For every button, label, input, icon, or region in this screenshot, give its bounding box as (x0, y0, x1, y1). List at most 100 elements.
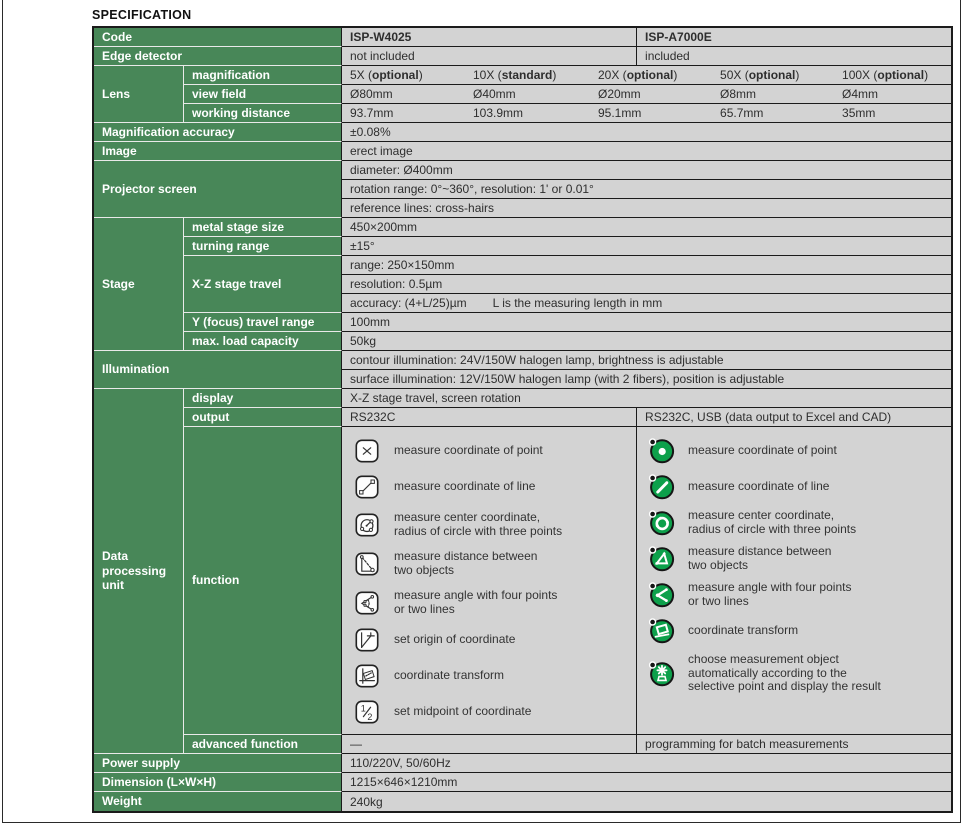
label-output: output (184, 408, 342, 427)
function-item-label: set origin of coordinate (394, 632, 516, 647)
point-icon (355, 439, 379, 463)
svg-text:2: 2 (367, 712, 372, 722)
row-stage-y-travel: Y (focus) travel range 100mm (94, 313, 952, 332)
row-dpu-output: output RS232C RS232C, USB (data output t… (94, 408, 952, 427)
label-data-processing-unit: Data processing unit (94, 389, 184, 754)
row-projector-reference: reference lines: cross-hairs (94, 199, 952, 218)
label-advanced-function: advanced function (184, 735, 342, 754)
row-stage-metal-size: Stage metal stage size 450×200mm (94, 218, 952, 351)
row-stage-turning-range: turning range ±15° (94, 237, 952, 256)
distance-icon (648, 546, 675, 572)
function-item: set origin of coordinate (355, 628, 632, 652)
label-dimension: Dimension (L×W×H) (94, 773, 342, 792)
row-image: Image erect image (94, 142, 952, 161)
page-title: SPECIFICATION (92, 8, 192, 22)
value-mag-10x: 10X (standard) (465, 66, 590, 85)
value-xz-range: range: 250×150mm (342, 256, 952, 275)
row-code: Code ISP-W4025 ISP-A7000E (94, 28, 952, 47)
label-magnification-accuracy: Magnification accuracy (94, 123, 342, 142)
row-magnification-accuracy: Magnification accuracy ±0.08% (94, 123, 952, 142)
function-item: measure coordinate of point (648, 437, 947, 464)
label-magnification: magnification (184, 66, 342, 85)
function-item-label: measure distance between two objects (688, 544, 832, 572)
value-mag-20x: 20X (optional) (590, 66, 713, 85)
function-item-label: measure center coordinate, radius of cir… (688, 508, 857, 536)
label-xz-stage-travel: X-Z stage travel (184, 256, 342, 313)
value-viewfield-10x: Ø40mm (465, 85, 590, 104)
label-edge-detector: Edge detector (94, 47, 342, 66)
row-dpu-display: Data processing unit display X-Z stage t… (94, 389, 952, 754)
row-illumination-contour: Illumination contour illumination: 24V/1… (94, 351, 952, 389)
function-item-label: measure angle with four points or two li… (688, 580, 852, 608)
row-lens-working-distance: working distance 93.7mm 103.9mm 95.1mm 6… (94, 104, 952, 123)
label-stage: Stage (94, 218, 184, 351)
value-viewfield-100x: Ø4mm (834, 85, 952, 104)
label-display: display (184, 389, 342, 408)
row-stage-xz-resolution: resolution: 0.5µm (94, 275, 952, 294)
value-projector-diameter: diameter: Ø400mm (342, 161, 952, 180)
transform-icon (355, 664, 379, 688)
function-item: measure distance between two objects (648, 544, 947, 572)
value-weight: 240kg (342, 792, 952, 811)
value-max-load-capacity: 50kg (342, 332, 952, 351)
function-item-label: coordinate transform (394, 668, 505, 683)
row-projector-rotation: rotation range: 0°~360°, resolution: 1' … (94, 180, 952, 199)
line-icon (355, 475, 379, 499)
function-item-label: choose measurement object automatically … (688, 652, 881, 693)
row-dpu-advanced: advanced function — programming for batc… (94, 735, 952, 754)
label-lens: Lens (94, 66, 184, 123)
value-code-w4025: ISP-W4025 (342, 28, 638, 47)
value-wd-20x: 95.1mm (590, 104, 713, 123)
value-magnification-accuracy: ±0.08% (342, 123, 952, 142)
label-projector-screen: Projector screen (94, 161, 342, 218)
row-stage-max-load: max. load capacity 50kg (94, 332, 952, 351)
row-weight: Weight 240kg (94, 792, 952, 811)
value-metal-stage-size: 450×200mm (342, 218, 952, 237)
value-mag-100x: 100X (optional) (834, 66, 952, 85)
label-function: function (184, 427, 342, 735)
value-xz-resolution: resolution: 0.5µm (342, 275, 952, 294)
circle-icon (355, 512, 379, 536)
function-item: measure coordinate of line (355, 475, 632, 499)
value-advanced-a7000e: programming for batch measurements (637, 735, 952, 754)
function-item-label: measure angle with four points or two li… (394, 588, 558, 616)
function-item-label: measure distance between two objects (394, 549, 538, 577)
value-edge-a7000e: included (637, 47, 952, 66)
label-view-field: view field (184, 85, 342, 104)
value-projector-rotation: rotation range: 0°~360°, resolution: 1' … (342, 180, 952, 199)
value-mag-5x: 5X (optional) (342, 66, 465, 85)
svg-text:1: 1 (361, 704, 366, 714)
label-weight: Weight (94, 792, 342, 811)
value-power-supply: 110/220V, 50/60Hz (342, 754, 952, 773)
row-stage-xz-range: X-Z stage travel range: 250×150mm (94, 256, 952, 313)
angle-icon (355, 590, 379, 614)
value-mag-50x: 50X (optional) (712, 66, 835, 85)
row-lens-view-field: view field Ø80mm Ø40mm Ø20mm Ø8mm Ø4mm (94, 85, 952, 104)
function-item: coordinate transform (648, 617, 947, 644)
value-viewfield-20x: Ø20mm (590, 85, 713, 104)
value-xz-accuracy: accuracy: (4+L/25)µm L is the measuring l… (342, 294, 952, 313)
function-item-label: measure coordinate of line (394, 479, 536, 494)
label-image: Image (94, 142, 342, 161)
label-metal-stage-size: metal stage size (184, 218, 342, 237)
row-stage-xz-accuracy: accuracy: (4+L/25)µm L is the measuring l… (94, 294, 952, 313)
row-projector-diameter: Projector screen diameter: Ø400mm (94, 161, 952, 218)
circle-icon (648, 510, 675, 536)
function-item: measure angle with four points or two li… (648, 580, 947, 608)
row-lens-magnification: Lens magnification 5X (optional) 10X (st… (94, 66, 952, 123)
value-wd-10x: 103.9mm (465, 104, 590, 123)
function-item: measure angle with four points or two li… (355, 588, 632, 616)
transform-icon (648, 618, 675, 644)
value-turning-range: ±15° (342, 237, 952, 256)
value-viewfield-5x: Ø80mm (342, 85, 465, 104)
midpoint-icon: 12 (355, 700, 379, 724)
label-turning-range: turning range (184, 237, 342, 256)
label-working-distance: working distance (184, 104, 342, 123)
label-y-travel-range: Y (focus) travel range (184, 313, 342, 332)
function-list-a7000e: measure coordinate of point measure coor… (637, 427, 952, 735)
value-code-a7000e: ISP-A7000E (637, 28, 952, 47)
row-edge-detector: Edge detector not included included (94, 47, 952, 66)
label-illumination: Illumination (94, 351, 342, 389)
